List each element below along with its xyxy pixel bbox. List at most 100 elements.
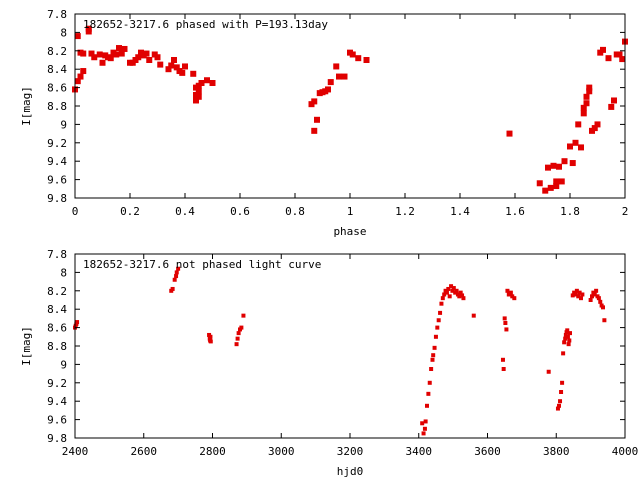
unphased-data-point	[503, 321, 508, 325]
unphased-y-tick-label: 8.2	[47, 285, 67, 298]
phased-data-point	[327, 79, 334, 86]
unphased-data-point	[573, 292, 578, 297]
unphased-data-point	[174, 270, 179, 275]
unphased-x-tick-label: 2400	[62, 445, 89, 458]
phased-data-point	[341, 73, 348, 80]
unphased-data-point	[560, 380, 565, 385]
phased-x-tick-label: 0.2	[120, 205, 140, 218]
unphased-data-point	[440, 296, 445, 301]
unphased-y-tick-label: 7.8	[47, 248, 67, 261]
unphased-data-point	[574, 288, 579, 293]
unphased-data-point	[426, 391, 431, 396]
unphased-data-point	[444, 290, 449, 295]
phased-data-point	[553, 178, 560, 185]
unphased-x-tick-label: 2800	[199, 445, 226, 458]
phased-data-point	[608, 103, 615, 110]
phased-data-point	[569, 160, 576, 167]
phased-x-tick-label: 1	[347, 205, 354, 218]
phased-data-point	[113, 51, 120, 58]
unphased-y-tick-label: 9.2	[47, 377, 67, 390]
unphased-y-tick-label: 9.6	[47, 414, 67, 427]
unphased-data-point	[588, 298, 593, 302]
phased-data-point	[355, 55, 362, 62]
unphased-data-point	[427, 380, 432, 385]
phased-data-point	[146, 57, 153, 63]
phased-data-point	[586, 84, 593, 91]
unphased-data-point	[508, 290, 513, 295]
unphased-data-point	[601, 305, 605, 310]
phased-data-point	[333, 63, 340, 70]
phased-data-point	[88, 50, 95, 57]
phased-data-point	[336, 73, 342, 80]
phased-data-point	[572, 139, 579, 146]
phased-y-tick-label: 8.4	[47, 63, 67, 76]
phased-data-point	[600, 46, 606, 53]
unphased-data-point	[432, 345, 437, 350]
phased-data-point	[580, 104, 587, 111]
unphased-data-point	[561, 351, 566, 356]
unphased-data-point	[421, 431, 426, 436]
phased-data-point	[586, 88, 593, 95]
phased-x-axis-label: phase	[333, 225, 366, 238]
phased-data-point	[198, 80, 205, 86]
phased-data-point	[195, 93, 202, 100]
unphased-data-point	[502, 316, 507, 321]
unphased-points-layer	[73, 266, 607, 436]
unphased-data-point	[563, 332, 568, 337]
phased-data-point	[547, 184, 554, 191]
phased-y-tick-label: 8.8	[47, 100, 67, 113]
unphased-data-point	[557, 403, 561, 408]
phased-data-point	[190, 70, 197, 77]
unphased-y-tick-label: 9.4	[47, 395, 67, 408]
unphased-data-point	[558, 399, 563, 404]
phased-x-tick-label: 0.4	[175, 205, 195, 218]
unphased-data-point	[505, 288, 510, 293]
unphased-x-tick-label: 4000	[612, 445, 639, 458]
phased-data-point	[74, 78, 81, 85]
unphased-data-point	[555, 406, 560, 411]
unphased-data-point	[422, 426, 427, 431]
phased-data-point	[580, 110, 587, 117]
unphased-data-point	[449, 284, 454, 289]
phased-data-point	[619, 56, 626, 63]
phased-plot-frame	[74, 13, 626, 199]
phased-data-point	[605, 55, 612, 62]
phased-data-point	[77, 73, 84, 80]
phased-data-point	[157, 61, 164, 68]
phased-data-point	[506, 130, 513, 137]
phased-y-tick-label: 9	[60, 118, 67, 131]
unphased-data-point	[208, 339, 213, 344]
unphased-data-point	[563, 336, 568, 341]
phased-x-tick-label: 2	[622, 205, 629, 218]
unphased-data-point	[506, 292, 511, 297]
phased-data-point	[107, 55, 114, 62]
phased-data-point	[583, 100, 590, 107]
phased-y-tick-label: 8.2	[47, 45, 67, 58]
unphased-y-tick-label: 9.8	[47, 432, 67, 445]
unphased-chart-title: 182652-3217.6 not phased light curve	[83, 258, 321, 271]
unphased-data-point	[567, 338, 572, 343]
unphased-data-point	[420, 421, 425, 426]
unphased-data-point	[241, 313, 246, 318]
unphased-data-point	[170, 286, 175, 291]
phased-data-point	[143, 50, 150, 57]
phased-y-axis-label: I[mag]	[20, 86, 33, 126]
phased-x-tick-label: 1.8	[560, 205, 580, 218]
phased-data-point	[591, 125, 598, 132]
phased-y-tick-label: 9.4	[47, 155, 67, 168]
unphased-data-point	[442, 292, 447, 297]
phased-data-point	[171, 57, 177, 63]
phased-data-point	[204, 77, 210, 84]
unphased-data-point	[234, 342, 239, 347]
phased-y-tick-label: 9.6	[47, 174, 67, 187]
unphased-data-point	[565, 334, 570, 339]
phased-data-point	[173, 64, 180, 71]
unphased-x-tick-label: 3600	[474, 445, 501, 458]
phased-data-point	[575, 121, 582, 128]
unphased-data-point	[431, 353, 436, 358]
phased-data-point	[118, 50, 125, 57]
phased-y-tick-label: 9.8	[47, 192, 67, 205]
unphased-data-point	[435, 325, 440, 330]
phased-y-tick-label: 8	[60, 26, 67, 39]
phased-y-tick-label: 8.6	[47, 82, 67, 95]
